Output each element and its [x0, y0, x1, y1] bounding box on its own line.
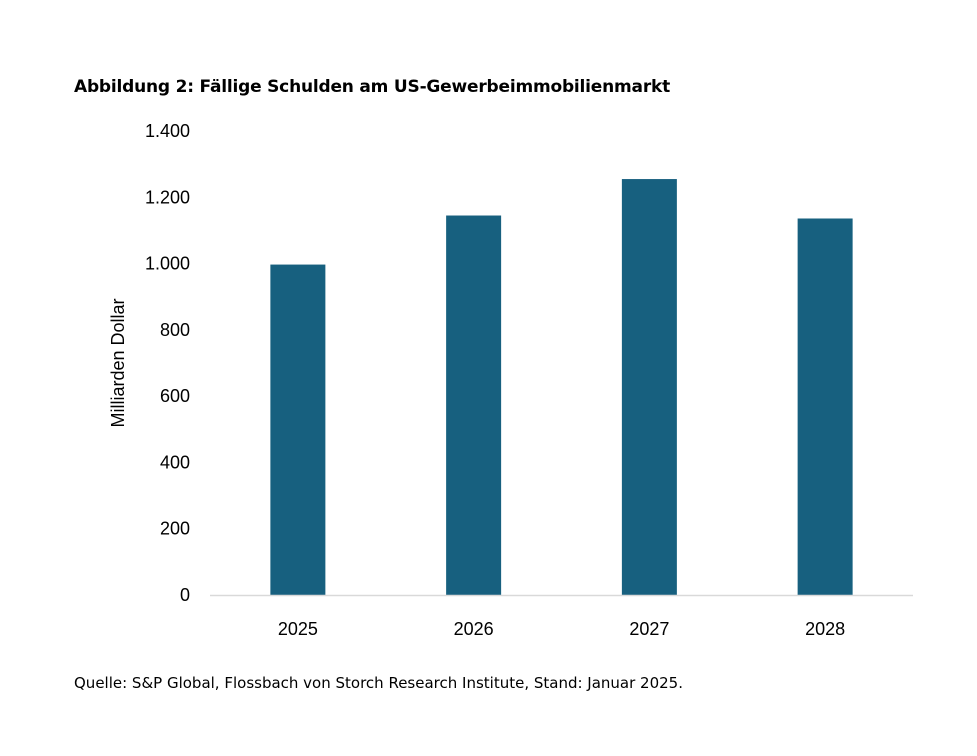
- x-tick-label: 2028: [805, 619, 845, 639]
- x-tick-label: 2025: [278, 619, 318, 639]
- bar-2027: [621, 179, 677, 596]
- y-tick-label: 0: [180, 585, 190, 605]
- y-tick-label: 200: [160, 519, 190, 539]
- y-axis-ticks: 0 200 400 600 800 1.000 1.200 1.400: [145, 121, 190, 605]
- y-axis-label: Milliarden Dollar: [108, 298, 128, 427]
- y-tick-label: 600: [160, 386, 190, 406]
- bar-series: [270, 179, 853, 596]
- source-note: Quelle: S&P Global, Flossbach von Storch…: [74, 674, 683, 692]
- chart-title: Abbildung 2: Fällige Schulden am US-Gewe…: [74, 77, 671, 97]
- bar-2026: [446, 215, 502, 595]
- x-tick-label: 2027: [629, 619, 669, 639]
- y-tick-label: 1.000: [145, 254, 190, 274]
- bar-2025: [270, 264, 326, 595]
- y-tick-label: 1.400: [145, 121, 190, 141]
- x-tick-label: 2026: [454, 619, 494, 639]
- x-axis-ticks: 2025 2026 2027 2028: [278, 619, 845, 639]
- bar-2028: [797, 218, 853, 596]
- y-tick-label: 800: [160, 320, 190, 340]
- y-tick-label: 400: [160, 452, 190, 472]
- y-tick-label: 1.200: [145, 187, 190, 207]
